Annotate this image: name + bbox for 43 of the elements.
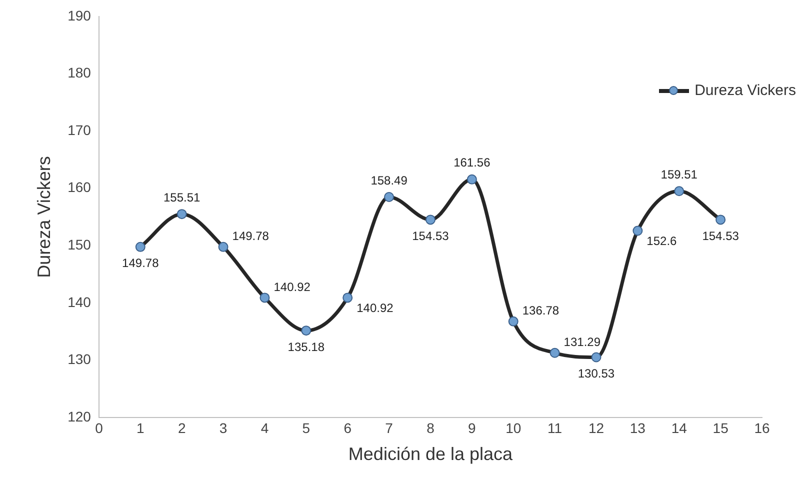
x-axis-title: Medición de la placa [348, 444, 514, 464]
y-tick-label: 140 [68, 294, 92, 310]
x-tick-label: 5 [302, 420, 310, 436]
x-tick-label: 0 [95, 420, 104, 436]
data-label: 154.53 [702, 229, 740, 244]
data-label: 158.49 [370, 173, 408, 188]
x-tick-label: 1 [136, 420, 144, 436]
x-tick-label: 3 [219, 420, 228, 436]
x-tick-label: 6 [344, 420, 352, 436]
legend-label: Dureza Vickers [694, 82, 796, 99]
x-tick-label: 13 [630, 420, 646, 436]
x-tick-label: 11 [548, 420, 562, 436]
data-label: 155.51 [163, 190, 201, 204]
data-label: 159.51 [660, 167, 698, 182]
y-tick-label: 120 [68, 408, 92, 424]
x-tick-label: 14 [671, 420, 688, 436]
x-tick-label: 7 [385, 420, 394, 436]
y-tick-label: 160 [68, 179, 92, 196]
data-label: 154.53 [412, 229, 450, 244]
data-label: 135.18 [288, 340, 325, 354]
x-tick-label: 2 [178, 420, 186, 436]
data-label: 136.78 [522, 304, 560, 318]
data-label: 149.78 [122, 256, 160, 270]
data-label: 152.6 [646, 234, 678, 248]
x-tick-label: 4 [260, 420, 269, 436]
data-label: 161.56 [454, 156, 491, 170]
data-label: 140.92 [356, 301, 394, 316]
y-tick-label: 180 [68, 64, 92, 81]
data-label: 131.29 [564, 335, 601, 350]
y-tick-label: 170 [68, 122, 92, 138]
y-tick-label: 150 [68, 236, 92, 253]
data-label: 149.78 [232, 229, 270, 244]
x-tick-label: 8 [426, 420, 435, 436]
x-tick-label: 12 [588, 420, 604, 436]
x-tick-label: 9 [468, 420, 476, 436]
x-tick-label: 15 [712, 420, 729, 436]
data-label: 130.53 [578, 366, 615, 381]
x-tick-label: 10 [506, 420, 522, 436]
x-tick-label: 16 [754, 420, 770, 436]
data-label: 140.92 [274, 280, 311, 294]
y-axis-title: Dureza Vickers [34, 156, 54, 278]
y-tick-label: 130 [68, 351, 92, 368]
y-tick-label: 190 [68, 7, 92, 24]
